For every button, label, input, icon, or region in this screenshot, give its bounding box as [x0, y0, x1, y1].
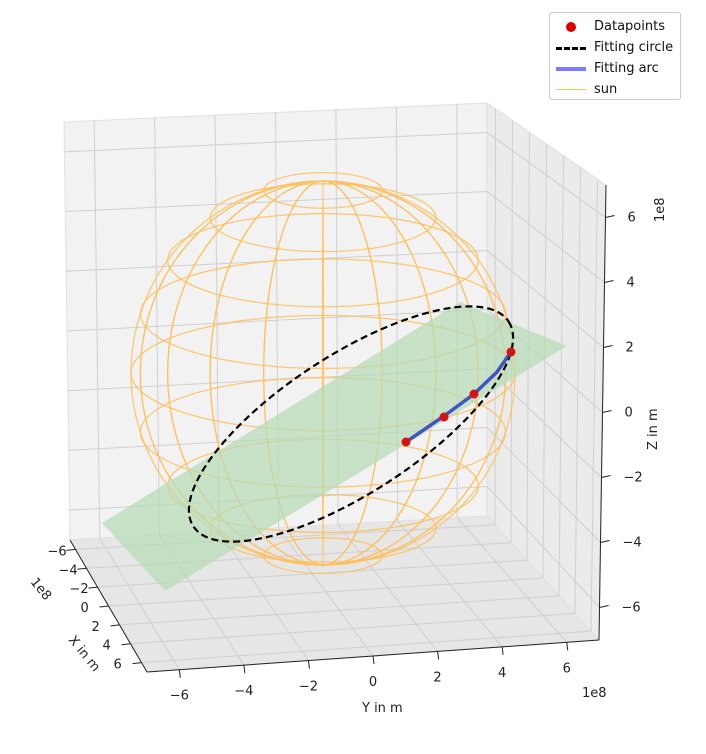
datapoint [401, 437, 411, 447]
y-tick-mark [243, 665, 246, 674]
grid-line [141, 630, 592, 664]
x-tick-mark [88, 586, 98, 589]
y-tick-label: 4 [498, 666, 506, 681]
x-tick-mark [132, 662, 142, 665]
y-tick-label: 6 [563, 661, 571, 676]
z-offset-label: 1e8 [653, 197, 668, 222]
z-ticks: −6 −4 −2 0 2 4 6 [599, 211, 643, 616]
legend-marker-icon [556, 21, 586, 33]
z-tick-mark [603, 345, 613, 348]
z-tick-label: 6 [628, 211, 636, 226]
y-offset-label: 1e8 [582, 686, 607, 701]
datapoint [469, 389, 479, 399]
legend-label: sun [594, 82, 618, 97]
x-offset-label: 1e8 [27, 575, 54, 604]
z-tick-label: −6 [622, 601, 641, 616]
fitting-plane [102, 302, 567, 591]
y-axis-label: Y in m [361, 701, 403, 716]
grid-lines [64, 104, 606, 670]
y-tick-label: −2 [299, 680, 318, 695]
legend-entry-sun: sun [556, 79, 674, 100]
grid-line [337, 524, 438, 652]
grid-line [108, 577, 544, 607]
grid-line [456, 517, 568, 643]
z-tick-mark [605, 215, 615, 218]
z-tick-mark [604, 280, 614, 283]
legend-line-icon [556, 63, 586, 75]
x-tick-label: −6 [48, 544, 67, 559]
x-tick-mark [121, 643, 131, 646]
y-tick-mark [437, 651, 440, 660]
fitting-circle [187, 305, 515, 543]
y-tick-mark [307, 660, 310, 669]
grid-line [590, 179, 598, 632]
legend-entry-fitting-arc: Fitting arc [556, 58, 674, 79]
x-tick-label: 4 [103, 639, 111, 654]
legend-label: Datapoints [594, 19, 665, 34]
datapoint [506, 347, 516, 357]
z-tick-label: −4 [623, 536, 642, 551]
z-tick-mark [602, 410, 612, 413]
x-tick-mark [66, 548, 76, 551]
z-axis-label: Z in m [646, 408, 661, 450]
y-tick-mark [566, 642, 569, 651]
grid-line [574, 167, 581, 614]
x-tick-label: 2 [92, 620, 100, 635]
datapoint [439, 412, 449, 422]
legend-entry-datapoints: Datapoints [556, 16, 674, 37]
grid-line [119, 595, 560, 626]
y-tick-label: 2 [433, 670, 441, 685]
z-tick-label: 0 [625, 406, 633, 421]
x-axis-label: X in m [65, 633, 103, 675]
x-tick-mark [110, 624, 120, 627]
datapoints [401, 347, 516, 447]
y-ticks: −6 −4 −2 0 2 4 6 [170, 642, 571, 704]
legend-label: Fitting circle [594, 40, 674, 55]
legend: Datapoints Fitting circle Fitting arc su… [549, 12, 681, 100]
z-tick-mark [601, 475, 611, 478]
sun-longitude-line [321, 180, 325, 566]
x-tick-mark [99, 605, 109, 608]
z-tick-label: 4 [627, 276, 635, 291]
y-tick-mark [178, 669, 181, 678]
legend-thin-line-icon [556, 84, 586, 96]
y-tick-mark [372, 655, 375, 665]
z-tick-mark [600, 540, 610, 543]
grid-line [395, 107, 399, 522]
grid-line [486, 132, 606, 218]
grid-line [558, 155, 564, 596]
x-tick-mark [77, 567, 87, 570]
z-tick-label: 2 [626, 341, 634, 356]
z-tick-label: −2 [624, 471, 643, 486]
grid-line [486, 191, 605, 283]
grid-line [486, 250, 604, 348]
x-tick-label: −4 [59, 563, 78, 578]
y-tick-label: −6 [170, 689, 189, 704]
x-tick-label: −2 [70, 582, 89, 597]
z-tick-mark [599, 605, 609, 608]
grid-line [64, 132, 488, 153]
y-tick-mark [501, 646, 504, 655]
legend-label: Fitting arc [594, 61, 659, 76]
grid-line [130, 612, 576, 645]
y-tick-label: −4 [234, 684, 253, 699]
x-tick-label: 0 [81, 601, 89, 616]
legend-dashed-line-icon [556, 42, 586, 54]
x-tick-label: 6 [114, 658, 122, 673]
legend-entry-fitting-circle: Fitting circle [556, 37, 674, 58]
y-tick-label: 0 [369, 675, 377, 690]
